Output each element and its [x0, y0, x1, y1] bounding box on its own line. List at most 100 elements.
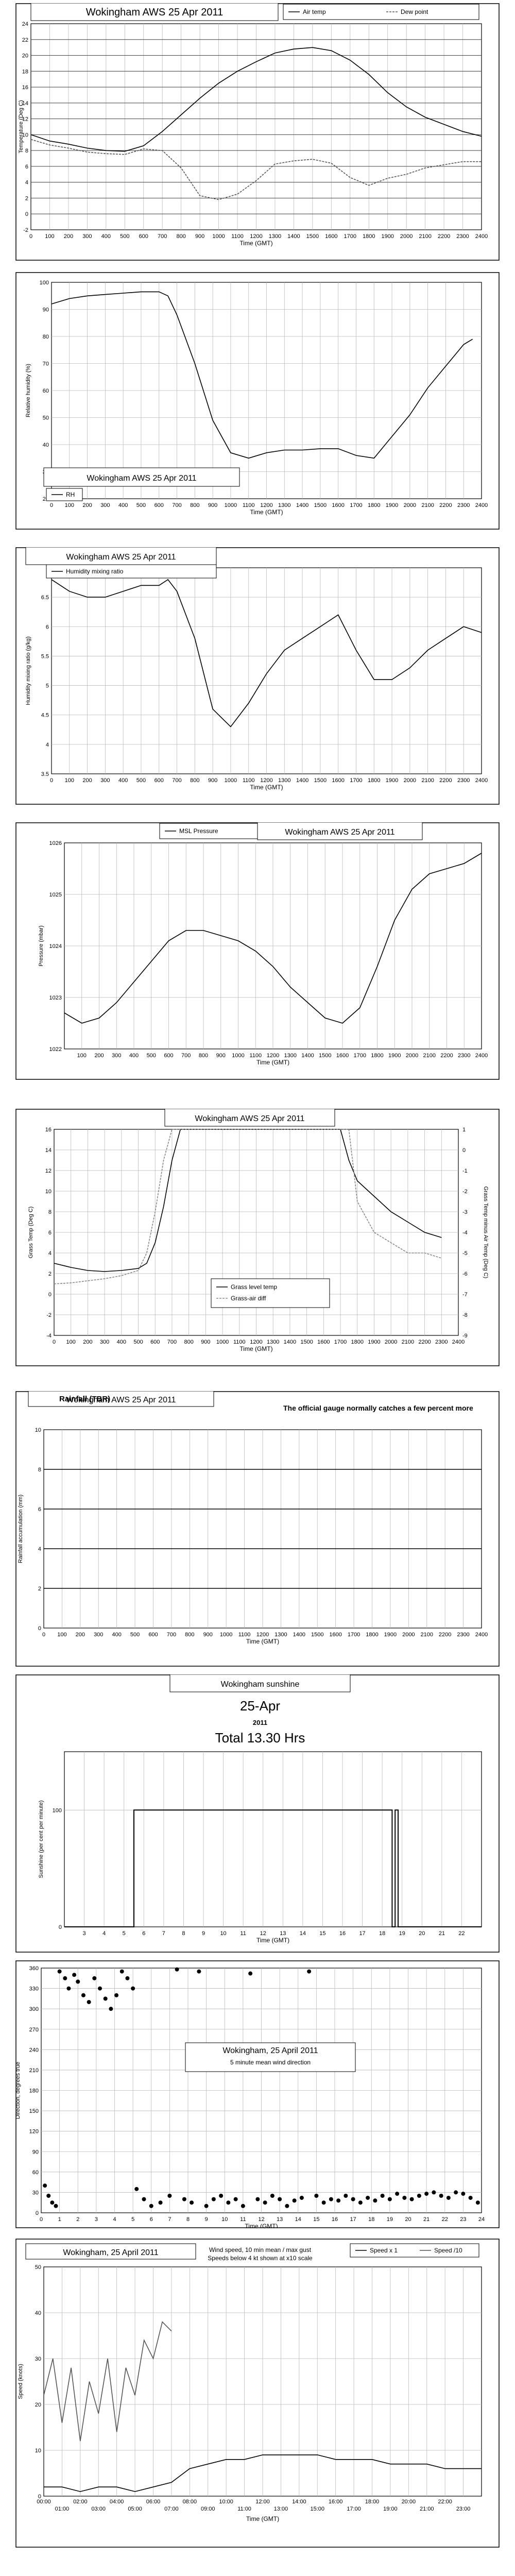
x-tick-label: 20:00: [402, 2499, 416, 2505]
y-tick-label: 1023: [49, 995, 62, 1001]
x-tick-label: 8: [182, 1930, 185, 1937]
x-tick-label: 2: [76, 2216, 79, 2223]
y-tick-label: 4.5: [41, 713, 49, 719]
y-tick-label: 60: [43, 388, 49, 394]
x-tick-label: 1000: [225, 777, 237, 784]
x-tick-label: 200: [64, 233, 73, 240]
x-tick-label: 15: [319, 1930, 325, 1937]
data-point: [103, 1996, 108, 2001]
data-point: [424, 2192, 429, 2196]
y-tick-label: 1024: [49, 943, 62, 950]
x-tick-label: 2000: [404, 502, 416, 509]
y2-tick-label: 1: [462, 1127, 466, 1133]
x-tick-label: 700: [181, 1053, 191, 1059]
x-tick-label: 1900: [384, 1632, 397, 1638]
data-point: [351, 2197, 355, 2201]
x-tick-label: 0: [42, 1632, 45, 1638]
x-tick-label: 0: [50, 502, 53, 509]
x-tick-label: 2400: [475, 233, 488, 240]
x-tick-label: 1000: [216, 1339, 229, 1345]
x-tick-label: 1600: [332, 502, 344, 509]
x-tick-label: 600: [148, 1632, 158, 1638]
title-box: [28, 1391, 214, 1407]
data-point: [167, 2194, 172, 2198]
x-tick-label: 2100: [423, 1053, 436, 1059]
x-tick-label: 100: [66, 1339, 76, 1345]
x-tick-label: 400: [101, 233, 111, 240]
x-tick-label: 1800: [351, 1339, 364, 1345]
x-tick-label: 1500: [314, 502, 327, 509]
x-tick-label: 500: [147, 1053, 156, 1059]
data-point: [131, 1986, 135, 1991]
legend-label: Air temp: [303, 8, 326, 15]
y2-tick-label: -3: [462, 1209, 468, 1215]
data-point: [149, 2204, 153, 2208]
data-point: [190, 2200, 194, 2205]
x-tick-label: 1400: [287, 233, 300, 240]
x-tick-label: 2000: [400, 233, 413, 240]
chart-title: Wokingham, 25 April 2011: [222, 2046, 318, 2055]
x-tick-label: 07:00: [164, 2506, 179, 2512]
temperature-chart: 0 100 200 300 400 500 600 700 800 900 1000 1100 1200…: [15, 3, 500, 261]
x-tick-label: 2300: [457, 1632, 469, 1638]
x-tick-label: 300: [100, 502, 110, 509]
x-tick-label: 2100: [421, 1632, 433, 1638]
x-tick-label: 12:00: [255, 2499, 270, 2505]
y-tick-label: 0: [36, 2210, 39, 2216]
x-tick-label: 2400: [475, 777, 488, 784]
x-tick-label: 16:00: [329, 2499, 343, 2505]
x-tick-label: 1200: [256, 1632, 269, 1638]
x-tick-label: 1600: [329, 1632, 341, 1638]
y-tick-label: 12: [45, 1168, 52, 1174]
chart-year: 2011: [253, 1719, 267, 1726]
y-tick-label: 300: [29, 2006, 39, 2012]
data-point: [292, 2198, 297, 2203]
x-tick-label: 700: [158, 233, 167, 240]
x-tick-label: 500: [133, 1339, 143, 1345]
title-box: [164, 1108, 335, 1127]
x-tick-label: 4: [113, 2216, 116, 2223]
y-axis-label: Sunshine (per cent per minute): [38, 1800, 44, 1878]
x-tick-label: 1600: [336, 1053, 349, 1059]
data-point: [336, 2198, 341, 2203]
x-tick-label: 1300: [278, 502, 290, 509]
x-axis-label: Time (GMT): [245, 2223, 278, 2228]
data-point: [72, 1973, 77, 1977]
y2-tick-label: -8: [462, 1312, 468, 1318]
y-tick-label: 210: [29, 2067, 39, 2074]
y-tick-label: 40: [35, 2310, 41, 2316]
data-point: [475, 2200, 480, 2205]
y-tick-label: 6: [38, 1506, 41, 1513]
data-point: [446, 2195, 451, 2200]
y-tick-label: 16: [22, 84, 28, 91]
x-tick-label: 1900: [381, 233, 393, 240]
x-tick-label: 700: [167, 1339, 177, 1345]
x-tick-label: 1000: [220, 1632, 232, 1638]
data-point: [226, 2200, 231, 2205]
y-tick-label: 4: [25, 180, 28, 186]
x-tick-label: 2000: [406, 1053, 418, 1059]
y-tick-label: 100: [40, 280, 49, 286]
series-line: [64, 853, 482, 1024]
x-tick-label: 1200: [250, 1339, 262, 1345]
y-axis-label: Temperature (Deg C): [18, 100, 24, 153]
x-tick-label: 900: [208, 777, 217, 784]
series-line: [64, 1809, 482, 1927]
y-tick-label: 12: [22, 116, 28, 123]
y-tick-label: 4: [46, 742, 49, 748]
x-tick-label: 600: [139, 233, 148, 240]
x-tick-label: 16: [332, 2216, 338, 2223]
x-tick-label: 13:00: [274, 2506, 288, 2512]
sunshine-chart-panel: 3 4 5 6 7 8 9 10 11 12 13 14 15 16 17 18 19 20 21 22 0 100 Tim…: [15, 1674, 500, 1953]
y-tick-label: 150: [29, 2108, 39, 2114]
x-tick-label: 1900: [386, 502, 398, 509]
x-tick-label: 1000: [232, 1053, 244, 1059]
x-tick-label: 21:00: [420, 2506, 434, 2512]
title-box: [257, 822, 423, 840]
chart-title: Wokingham AWS 25 Apr 2011: [66, 553, 176, 562]
x-tick-label: 4: [102, 1930, 106, 1937]
data-point: [439, 2194, 443, 2198]
data-point: [81, 1993, 85, 1997]
title-box: [25, 2243, 196, 2260]
